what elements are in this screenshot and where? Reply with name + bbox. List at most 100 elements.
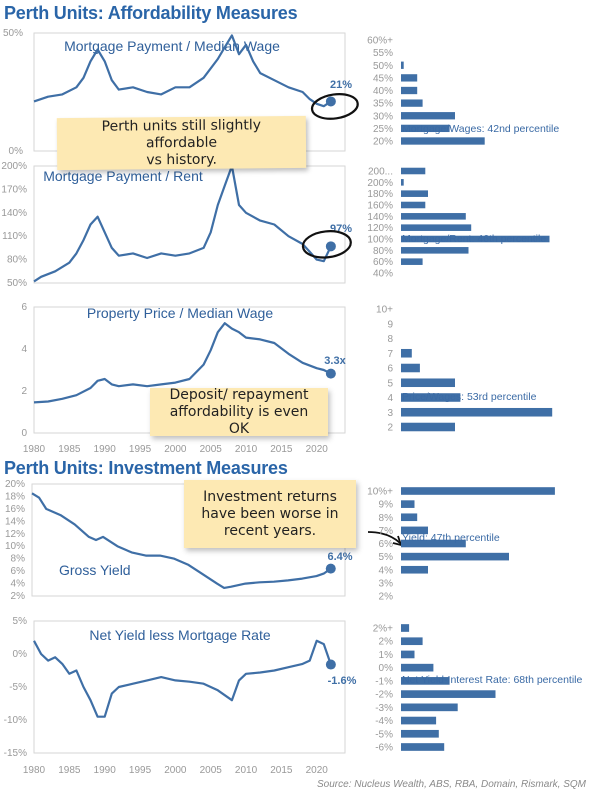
bar-category-label: 160% [367,201,393,212]
bar-category-label: 180% [367,189,393,200]
y-tick-label: 14% [5,516,25,527]
x-tick-label: 1985 [58,765,81,776]
bar-category-label: 55% [373,48,393,59]
histogram-bar [401,500,415,508]
x-tick-label: 2005 [200,765,223,776]
percentile-annotation: Mortgage/Rent: 46th percentile [402,233,546,245]
bar-category-label: -1% [375,676,393,687]
histogram-bar [401,363,420,373]
series-line [31,492,332,590]
histogram-bar [401,650,415,659]
x-tick-label: 1995 [129,444,152,455]
annotation-arrow [367,531,401,544]
histogram-bar [401,258,423,265]
histogram-bar [401,247,469,254]
y-tick-label: 18% [5,491,25,502]
y-tick-label: 12% [5,529,25,540]
histogram-bar [401,167,426,175]
bar-category-label: 35% [373,99,393,110]
bar-category-label: 100% [367,235,393,246]
histogram-bar [401,565,428,574]
bar-category-label: 60%+ [367,36,393,47]
percentile-annotation: Price/Wages: 53rd percentile [402,391,537,403]
bar-category-label: 10+ [376,305,393,316]
end-point-marker [325,563,336,574]
bar-category-label: 2%+ [373,624,393,635]
chart-title: Net Yield less Mortgage Rate [89,627,271,643]
end-value-label: 6.4% [327,551,352,563]
histogram-bar [401,539,466,548]
y-tick-label: 8% [11,554,26,565]
y-tick-label: 140% [1,208,27,219]
bar-category-label: 6 [387,364,393,375]
chart-title: Mortgage Payment / Median Wage [64,38,280,54]
histogram-bar [401,552,509,561]
y-tick-label: 2% [11,591,26,602]
x-tick-label: 2015 [270,765,293,776]
end-point-marker [325,368,336,379]
histogram-bar [401,348,412,358]
y-tick-label: 110% [2,231,27,242]
x-tick-label: 2000 [164,765,187,776]
sticky-note-returns: Investment returns have been worse in re… [184,480,356,548]
bar-category-label: 30% [373,111,393,122]
y-tick-label: 80% [7,255,27,266]
histogram-bar [401,526,428,535]
y-tick-label: 6% [11,566,26,577]
bar-category-label: 40% [373,269,393,280]
bar-category-label: 50% [373,61,393,72]
histogram-bar [401,213,466,220]
bar-category-label: 40% [373,86,393,97]
bar-category-label: 2% [379,592,394,603]
bar-category-label: 140% [367,212,393,223]
histogram-bar [401,637,423,646]
x-tick-label: 1990 [94,444,117,455]
histogram-bar [401,112,455,120]
histogram-bar [401,393,461,402]
bar-category-label: 6% [379,539,394,550]
y-tick-label: 16% [5,504,25,515]
y-tick-label: 200% [1,161,27,172]
percentile-annotation: Yield: 47th percentile [402,532,500,544]
bar-category-label: 8 [387,334,393,345]
series-line [33,34,332,108]
x-tick-label: 1990 [94,765,117,776]
y-tick-label: 6 [21,302,27,313]
histogram-bar [401,624,410,632]
plot-frame-4 [33,620,346,754]
y-tick-label: 4% [11,579,26,590]
series-line [33,164,332,283]
bar-category-label: -5% [375,729,393,740]
y-tick-label: 20% [5,479,25,490]
x-tick-label: 2015 [270,444,293,455]
x-tick-label: 2020 [306,765,329,776]
histogram-bar [401,86,418,95]
bar-category-label: 60% [373,257,393,268]
x-tick-label: 2010 [235,444,258,455]
x-tick-label: 2010 [235,765,258,776]
affordability-section-title: Perth Units: Affordability Measures [4,3,298,23]
bar-category-label: 0% [379,663,394,674]
x-tick-label: 1980 [23,444,46,455]
series-line [33,322,332,404]
end-point-marker [325,659,336,670]
histogram-bar [401,74,418,82]
bar-category-label: 120% [367,223,393,234]
histogram-bar [401,487,555,495]
bar-category-label: 80% [373,246,393,257]
bar-category-label: 4% [379,565,394,576]
y-tick-label: 10% [5,541,25,552]
histogram-bar [401,235,550,243]
bar-category-label: 3% [379,578,394,589]
bar-category-label: 7 [387,349,393,360]
highlight-circle [301,230,352,259]
y-tick-label: 50% [7,278,27,289]
histogram-bar [401,690,496,698]
x-tick-label: 2005 [200,444,223,455]
bar-category-label: 9% [379,500,394,511]
histogram-bar [401,224,472,231]
histogram-bar [401,179,404,186]
source-note: Source: Nucleus Wealth, ABS, RBA, Domain… [317,779,586,790]
bar-category-label: 2 [387,423,393,434]
histogram-bar [401,663,434,672]
